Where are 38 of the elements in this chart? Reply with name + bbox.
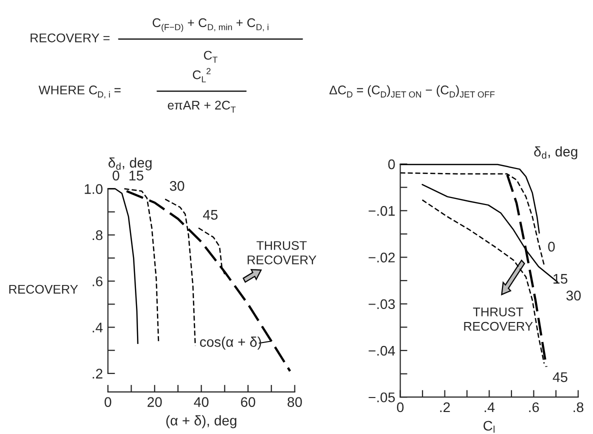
y-tick-label: 1.0 bbox=[84, 184, 103, 194]
y-tick-label: 0 bbox=[388, 159, 395, 170]
y-tick-label: −.03 bbox=[368, 299, 395, 310]
legend-title: δ$_{d}$, deg bbox=[534, 146, 578, 160]
x-tick-label: .4 bbox=[484, 402, 495, 412]
annotation: THRUST RECOVERY bbox=[248, 241, 316, 264]
y-tick-label: .6 bbox=[92, 276, 102, 286]
y-tick-label: −.04 bbox=[368, 346, 396, 356]
x-tick-label: .6 bbox=[529, 402, 539, 412]
x-tick-label: 80 bbox=[288, 397, 302, 407]
x-tick-label: 20 bbox=[148, 397, 162, 407]
y-tick-label: −.02 bbox=[368, 252, 395, 262]
series-label: 45 bbox=[552, 372, 568, 382]
annotation: cos(α + δ) bbox=[200, 336, 262, 350]
y-tick-label: .2 bbox=[92, 368, 102, 378]
x-tick-label: 0 bbox=[104, 397, 112, 407]
series-label: 15 bbox=[129, 170, 144, 180]
y-tick-label: −.01 bbox=[368, 206, 395, 216]
y-tick-label: −.05 bbox=[368, 392, 395, 402]
x-tick-label: 60 bbox=[241, 397, 256, 407]
x-tick-label: .8 bbox=[574, 402, 584, 412]
x-axis-title: C$_{l}$ bbox=[484, 420, 495, 433]
series-label: 0 bbox=[112, 170, 120, 180]
legend-title: δ$_{d}$, deg bbox=[108, 157, 152, 170]
y-tick-label: .4 bbox=[92, 322, 103, 332]
x-axis-title: (α + δ), deg bbox=[166, 415, 236, 428]
x-tick-label: 40 bbox=[194, 397, 209, 407]
y-tick-label: .8 bbox=[92, 230, 102, 240]
series-label: 0 bbox=[548, 242, 555, 252]
y-axis-title: RECOVERY bbox=[9, 284, 78, 294]
series-label: 30 bbox=[170, 181, 184, 191]
series-label: 30 bbox=[566, 290, 581, 301]
series-label: 15 bbox=[554, 274, 568, 284]
series-label: 45 bbox=[203, 210, 218, 220]
x-tick-label: .2 bbox=[440, 402, 450, 412]
text: RECOVERY = bbox=[30, 33, 110, 42]
x-tick-label: 0 bbox=[396, 402, 404, 412]
annotation: THRUST RECOVERY bbox=[464, 308, 533, 331]
